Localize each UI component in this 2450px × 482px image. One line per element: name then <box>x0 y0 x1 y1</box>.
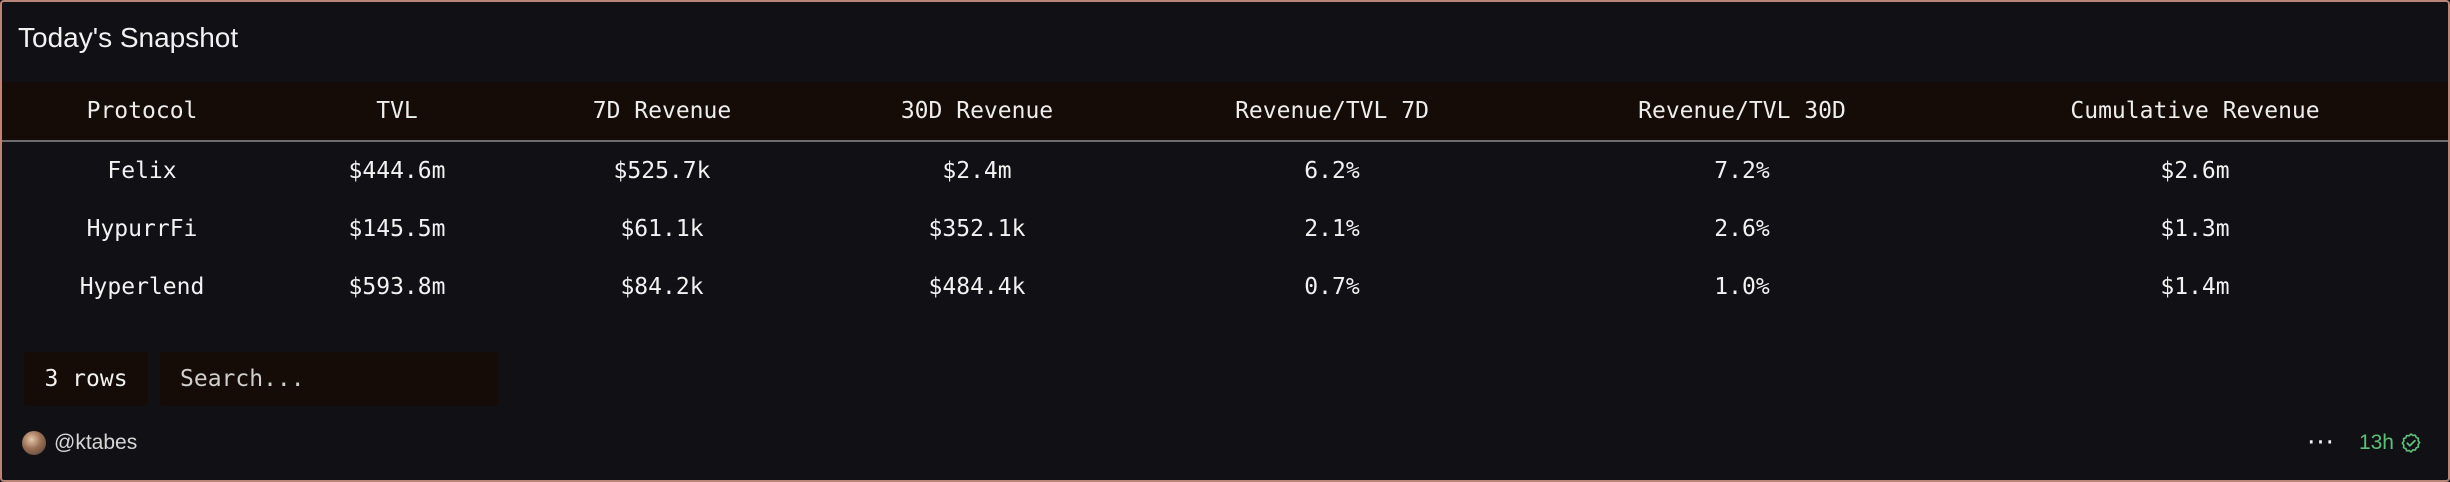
check-badge-icon <box>2401 433 2421 453</box>
refresh-age: 13h <box>2358 431 2394 454</box>
cell-revenue-tvl-7d: 0.7% <box>1304 274 1360 300</box>
snapshot-table: Protocol TVL 7D Revenue 30D Revenue Reve… <box>2 82 2448 316</box>
table-header: Protocol TVL 7D Revenue 30D Revenue Reve… <box>2 82 2448 142</box>
cell-protocol: HypurrFi <box>86 216 198 242</box>
cell-revenue-tvl-30d: 7.2% <box>1714 158 1770 184</box>
cell-cumulative-revenue: $1.3m <box>2160 216 2230 242</box>
cell-7d-revenue: $84.2k <box>620 274 704 300</box>
cell-tvl: $444.6m <box>348 158 446 184</box>
table-row: Felix $444.6m $525.7k $2.4m 6.2% 7.2% $2… <box>2 142 2448 200</box>
cell-tvl: $145.5m <box>348 216 446 242</box>
cell-revenue-tvl-30d: 2.6% <box>1714 216 1770 242</box>
table-row: Hyperlend $593.8m $84.2k $484.4k 0.7% 1.… <box>2 258 2448 316</box>
column-header-cumulative-revenue[interactable]: Cumulative Revenue <box>2070 98 2320 124</box>
author-link[interactable]: @ktabes <box>22 430 137 456</box>
footer-actions: ··· 13h <box>2307 428 2422 458</box>
cell-30d-revenue: $2.4m <box>942 158 1012 184</box>
search-input[interactable] <box>160 352 498 406</box>
cell-tvl: $593.8m <box>348 274 446 300</box>
cell-7d-revenue: $525.7k <box>613 158 711 184</box>
cell-revenue-tvl-7d: 2.1% <box>1304 216 1360 242</box>
column-header-revenue-tvl-30d[interactable]: Revenue/TVL 30D <box>1638 98 1846 124</box>
avatar <box>22 431 46 455</box>
author-name: @ktabes <box>54 431 138 454</box>
column-header-30d-revenue[interactable]: 30D Revenue <box>900 98 1054 124</box>
cell-protocol: Felix <box>107 158 177 184</box>
cell-revenue-tvl-7d: 6.2% <box>1304 158 1360 184</box>
cell-cumulative-revenue: $1.4m <box>2160 274 2230 300</box>
table-row: HypurrFi $145.5m $61.1k $352.1k 2.1% 2.6… <box>2 200 2448 258</box>
column-header-protocol[interactable]: Protocol <box>86 98 198 124</box>
column-header-revenue-tvl-7d[interactable]: Revenue/TVL 7D <box>1235 98 1429 124</box>
row-count-badge: 3 rows <box>24 352 148 406</box>
panel-title: Today's Snapshot <box>18 22 239 53</box>
cell-revenue-tvl-30d: 1.0% <box>1714 274 1770 300</box>
cell-protocol: Hyperlend <box>79 274 205 300</box>
cell-30d-revenue: $352.1k <box>928 216 1026 242</box>
cell-7d-revenue: $61.1k <box>620 216 704 242</box>
cell-cumulative-revenue: $2.6m <box>2160 158 2230 184</box>
cell-30d-revenue: $484.4k <box>928 274 1026 300</box>
column-header-tvl[interactable]: TVL <box>376 98 418 124</box>
more-options-icon[interactable]: ··· <box>2307 428 2335 458</box>
column-header-7d-revenue[interactable]: 7D Revenue <box>592 98 732 124</box>
